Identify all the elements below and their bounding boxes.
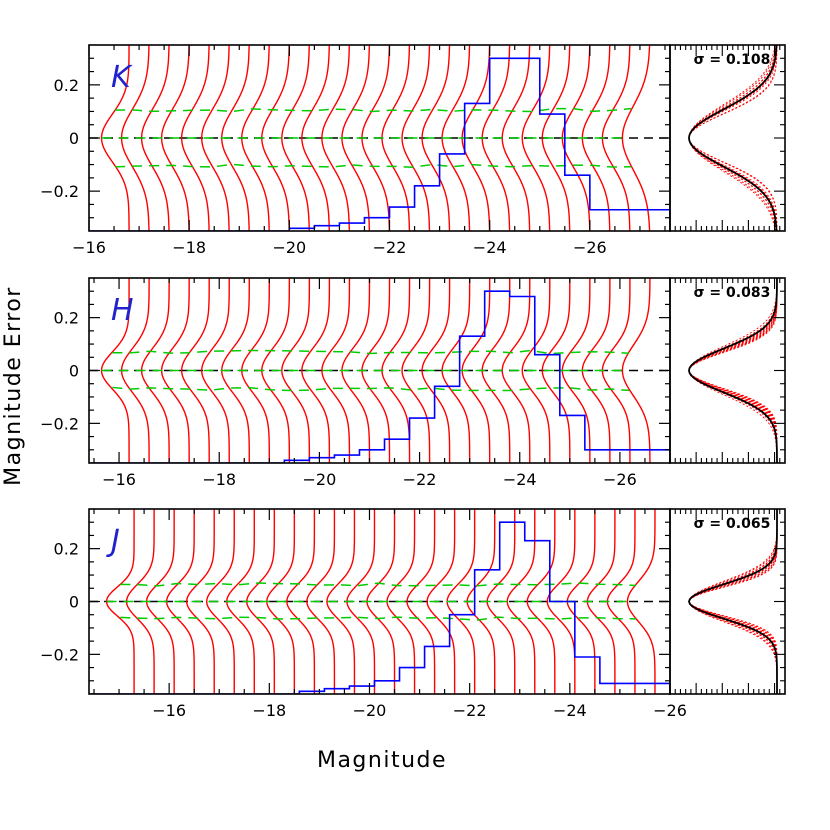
x-tick-label: −18: [172, 238, 206, 257]
x-tick-label: −18: [252, 701, 286, 720]
sigma-line-upper: [115, 107, 632, 113]
error-curve: [321, 45, 350, 231]
y-tick-label: 0.2: [54, 76, 79, 95]
error-curve: [546, 509, 576, 694]
x-axis-label: Magnitude: [317, 748, 447, 773]
x-tick-label: −20: [353, 701, 387, 720]
x-tick-label: −26: [573, 238, 607, 257]
x-tick-label: −16: [102, 470, 136, 489]
error-curve: [621, 278, 651, 463]
sigma-line-lower: [120, 616, 637, 621]
side-gaussian: [688, 45, 777, 231]
error-curve: [401, 45, 431, 231]
band-label: K: [111, 60, 133, 95]
error-curve: [326, 509, 356, 694]
sigma-label: σ = 0.083: [694, 285, 771, 301]
error-curve: [306, 509, 336, 694]
y-tick-label: −0.2: [40, 182, 79, 201]
gaussian-fit: [688, 278, 778, 463]
error-curve: [286, 509, 316, 694]
error-curve: [521, 45, 551, 231]
x-tick-label: −26: [603, 470, 637, 489]
y-tick-label: 0: [69, 362, 79, 381]
y-axis-label: Magnitude Error: [1, 286, 26, 486]
error-curve: [301, 45, 330, 231]
error-curve: [281, 45, 310, 231]
error-curve: [185, 509, 215, 694]
sigma-line-upper: [112, 349, 630, 355]
error-curve: [200, 45, 230, 231]
y-tick-label: 0.2: [54, 309, 79, 328]
error-curve: [421, 45, 451, 231]
error-curve: [321, 278, 351, 463]
histogram: [89, 290, 670, 463]
error-curve: [541, 45, 571, 231]
error-curve: [621, 45, 651, 231]
error-curve: [421, 278, 451, 463]
error-curve: [401, 278, 431, 463]
x-tick-label: −20: [303, 470, 337, 489]
x-tick-label: −16: [72, 238, 106, 257]
error-curve: [521, 278, 551, 463]
error-curve: [626, 509, 656, 694]
x-tick-label: −20: [272, 238, 306, 257]
error-curve: [205, 509, 235, 694]
y-tick-label: 0: [69, 129, 79, 148]
error-curve: [301, 278, 331, 463]
histogram: [89, 521, 670, 694]
sigma-label: σ = 0.108: [694, 52, 771, 68]
x-tick-label: −22: [453, 701, 487, 720]
x-tick-label: −22: [403, 470, 437, 489]
error-curve: [541, 278, 571, 463]
error-curve: [281, 278, 311, 463]
sigma-line-lower: [115, 163, 632, 168]
sigma-label: σ = 0.065: [694, 516, 771, 532]
error-curve: [526, 509, 556, 694]
error-curve: [200, 278, 230, 463]
x-tick-label: −24: [553, 701, 587, 720]
x-tick-label: −16: [152, 701, 186, 720]
error-curve: [180, 278, 210, 463]
gaussian-fit: [688, 45, 778, 231]
error-curve: [426, 509, 456, 694]
y-tick-label: 0.2: [54, 540, 79, 559]
side-gaussian: [688, 45, 776, 231]
x-tick-label: −22: [373, 238, 407, 257]
error-curve: [180, 45, 210, 231]
y-tick-label: 0: [69, 593, 79, 612]
x-tick-label: −26: [653, 701, 687, 720]
x-tick-label: −18: [202, 470, 236, 489]
error-curve: [406, 509, 436, 694]
x-tick-label: −24: [473, 238, 507, 257]
gaussian-fit: [688, 509, 778, 694]
histogram: [89, 57, 670, 231]
y-tick-label: −0.2: [40, 645, 79, 664]
y-tick-label: −0.2: [40, 414, 79, 433]
band-label: H: [111, 293, 134, 328]
sigma-line-upper: [120, 582, 637, 587]
sigma-line-lower: [112, 386, 630, 392]
x-tick-label: −24: [503, 470, 537, 489]
